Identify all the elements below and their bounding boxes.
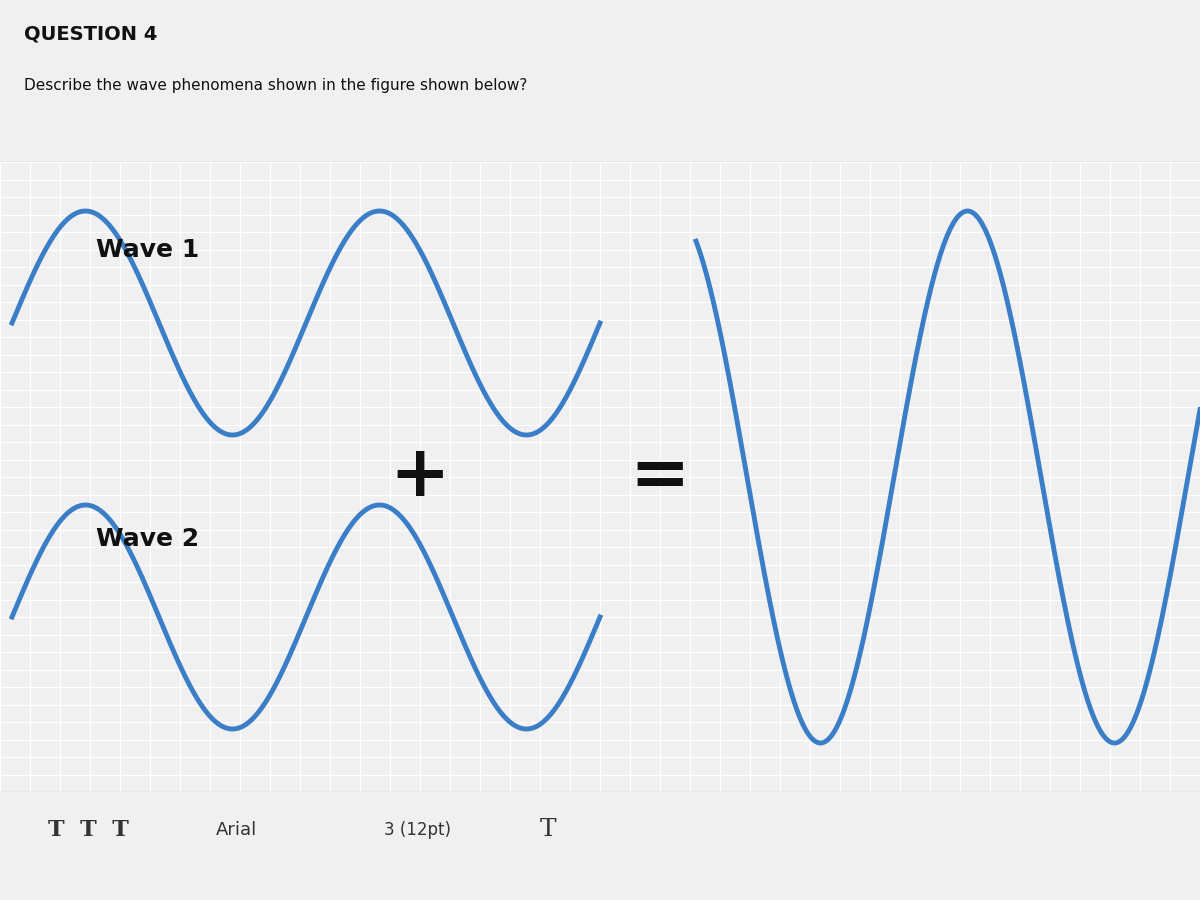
Text: =: =	[630, 443, 690, 511]
Text: +: +	[390, 443, 450, 511]
Text: QUESTION 4: QUESTION 4	[24, 24, 157, 43]
Text: Describe the wave phenomena shown in the figure shown below?: Describe the wave phenomena shown in the…	[24, 77, 527, 93]
Text: Wave 2: Wave 2	[96, 527, 199, 552]
Text: T  T  T: T T T	[48, 819, 128, 841]
Text: 3 (12pt): 3 (12pt)	[384, 821, 451, 839]
Text: Wave 1: Wave 1	[96, 238, 199, 262]
Text: Arial: Arial	[216, 821, 257, 839]
Text: T: T	[540, 818, 557, 842]
